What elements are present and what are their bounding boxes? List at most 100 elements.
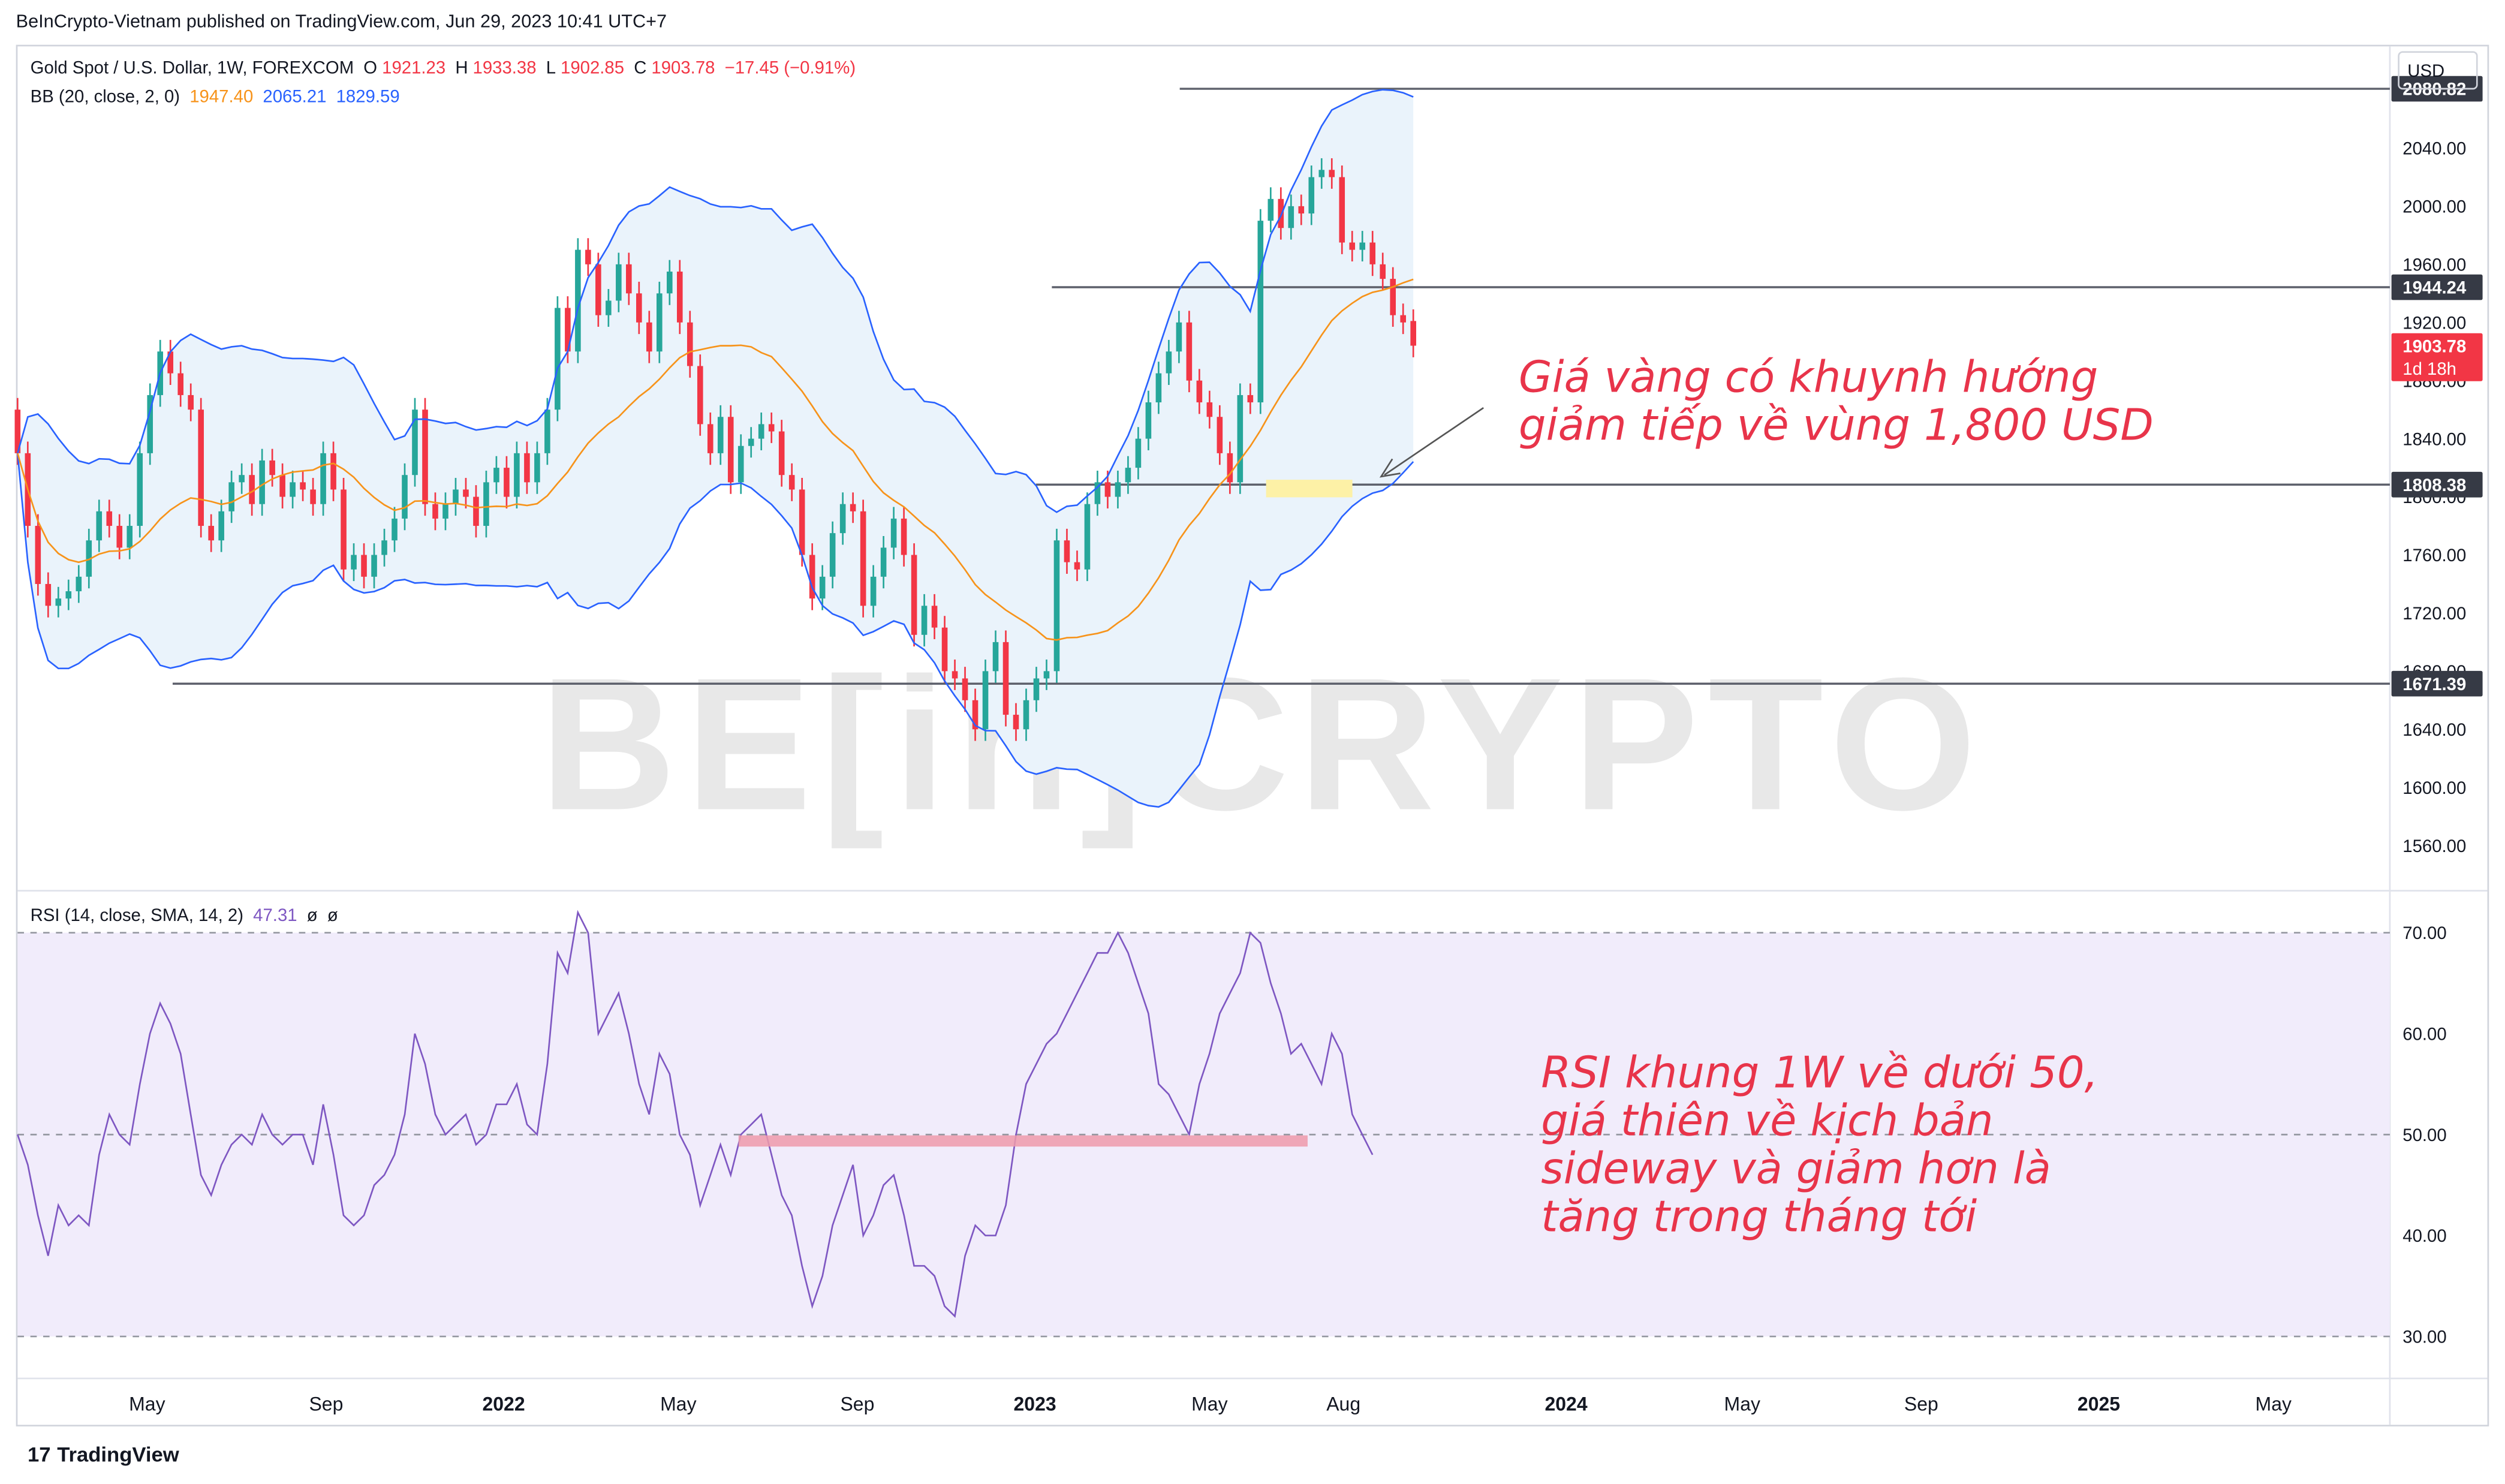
candle-body — [65, 591, 72, 599]
candle-body — [392, 518, 398, 541]
high-label: H — [455, 59, 468, 79]
rsi-band-fill — [17, 932, 2390, 1336]
low-value: 1902.85 — [561, 59, 625, 79]
candle-body — [544, 410, 550, 453]
candle-body — [992, 642, 999, 672]
candle-body — [727, 417, 734, 483]
candle-body — [167, 351, 174, 374]
currency-button[interactable]: USD — [2398, 51, 2478, 90]
candle-body — [483, 482, 489, 526]
candle-body — [921, 606, 928, 635]
candle-body — [320, 453, 326, 504]
candle-body — [758, 424, 764, 439]
candle-body — [972, 700, 978, 730]
rsi-tick-label: 30.00 — [2402, 1328, 2446, 1347]
candle-body — [1308, 177, 1315, 214]
rsi-annotation: RSI khung 1W về dưới 50, giá thiên về kị… — [1541, 1050, 2098, 1242]
candle-body — [341, 489, 347, 570]
candle-body — [249, 475, 255, 504]
candle-body — [1380, 264, 1386, 279]
level-label: 1944.24 — [2402, 278, 2467, 298]
level-label: 1671.39 — [2402, 675, 2466, 694]
bb-title[interactable]: BB (20, close, 2, 0) — [30, 88, 180, 107]
candle-body — [300, 482, 306, 490]
candle-body — [177, 373, 183, 395]
close-value: 1903.78 — [651, 59, 715, 79]
candle-body — [809, 555, 815, 599]
candle-body — [514, 453, 520, 497]
candle-body — [737, 445, 744, 483]
candle-body — [1339, 177, 1345, 243]
symbol-legend: Gold Spot / U.S. Dollar, 1W, FOREXCOM O 1… — [31, 59, 860, 79]
open-label: O — [363, 59, 378, 79]
level-label-bg — [2391, 471, 2483, 498]
candle-body — [707, 424, 713, 453]
candle-body — [799, 489, 805, 555]
rsi-legend: RSI (14, close, SMA, 14, 2) 47.31 ø ø — [31, 907, 343, 926]
tradingview-brand: TradingView — [57, 1442, 179, 1467]
candle-body — [1043, 671, 1050, 679]
candle-body — [361, 555, 367, 577]
time-tick-label: Aug — [1326, 1393, 1360, 1414]
candle-body — [188, 395, 194, 410]
candle-body — [1196, 380, 1203, 403]
price-tick-label: 1640.00 — [2402, 720, 2466, 740]
candle-body — [534, 453, 540, 483]
candle-body — [1176, 322, 1182, 352]
symbol-title[interactable]: Gold Spot / U.S. Dollar, 1W, FOREXCOM — [30, 59, 354, 79]
time-tick-label: May — [1724, 1393, 1760, 1414]
candle-body — [412, 410, 418, 475]
candle-body — [116, 526, 123, 548]
level-label-bg — [2391, 670, 2483, 697]
candle-body — [952, 671, 958, 679]
candle-body — [911, 555, 917, 635]
tradingview-logo-icon: 17 — [16, 1442, 51, 1467]
time-tick-label: Sep — [840, 1393, 874, 1414]
rsi-annotation-line: RSI khung 1W về dưới 50, — [1541, 1049, 2098, 1099]
time-tick-label: 2022 — [483, 1393, 525, 1414]
candle-body — [218, 511, 224, 541]
rsi-level-marker — [738, 1135, 1308, 1147]
price-annotation-line: giảm tiếp về vùng 1,800 USD — [1518, 401, 2154, 451]
candle-body — [565, 308, 571, 352]
candle-body — [697, 366, 703, 425]
bb-fill — [17, 89, 1414, 807]
candle-body — [228, 482, 234, 511]
rsi-title[interactable]: RSI (14, close, SMA, 14, 2) — [30, 907, 244, 926]
bb-upper-value: 2065.21 — [263, 88, 327, 107]
time-tick-label: Sep — [1904, 1393, 1938, 1414]
candle-body — [1104, 482, 1111, 497]
rsi-tick-label: 40.00 — [2402, 1226, 2446, 1246]
candle-body — [279, 475, 285, 497]
candle-body — [1318, 170, 1325, 177]
candle-body — [982, 671, 989, 730]
candle-body — [646, 322, 652, 352]
candle-body — [585, 249, 591, 264]
candle-body — [819, 576, 826, 599]
candle-body — [1013, 715, 1019, 730]
last-price-bg — [2391, 333, 2483, 381]
candle-body — [1064, 540, 1070, 562]
bb-upper-line — [17, 89, 1414, 513]
candle-body — [1002, 642, 1009, 715]
candle-body — [422, 410, 428, 504]
candle-body — [208, 526, 214, 541]
candle-body — [290, 482, 296, 497]
candle-body — [860, 511, 866, 606]
candle-body — [493, 468, 499, 483]
candle-body — [941, 627, 948, 672]
candle-body — [473, 496, 479, 526]
candle-body — [676, 271, 683, 323]
candle-body — [96, 511, 103, 541]
time-tick-label: May — [2256, 1393, 2292, 1414]
candle-body — [788, 475, 795, 490]
candle-body — [35, 526, 41, 584]
candle-body — [1298, 206, 1305, 214]
candle-body — [606, 300, 612, 315]
change-value: −17.45 (−0.91%) — [724, 59, 856, 79]
candle-body — [595, 264, 601, 315]
tradingview-logo[interactable]: 17 TradingView — [16, 1443, 179, 1467]
candle-body — [839, 504, 846, 534]
